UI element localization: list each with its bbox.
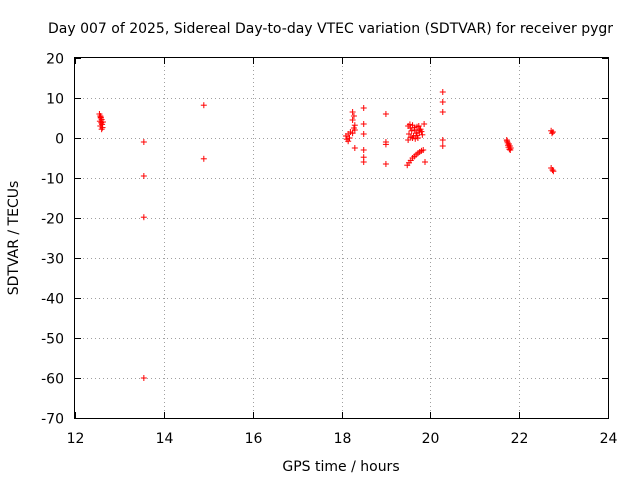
data-point — [439, 143, 446, 149]
data-point — [351, 127, 358, 133]
data-point — [405, 137, 412, 143]
data-point — [414, 132, 421, 139]
data-point — [349, 130, 356, 137]
data-point — [360, 159, 367, 165]
data-point — [349, 117, 356, 123]
data-point — [350, 113, 357, 119]
data-point — [200, 102, 207, 109]
data-point — [549, 130, 556, 137]
x-tick-label: 16 — [245, 431, 263, 447]
data-point — [360, 105, 367, 111]
data-point — [412, 135, 419, 142]
data-point — [411, 124, 418, 131]
data-point — [439, 109, 446, 115]
data-point — [420, 147, 427, 153]
data-point — [408, 127, 415, 134]
y-tick-label: 10 — [46, 92, 64, 108]
tick-labels: 12 14 16 18 20 22 24 -70 -60 -50 -40 -30 -20 -10 0 10 20 — [41, 52, 617, 448]
y-tick-label: -30 — [41, 252, 64, 268]
x-tick-label: 12 — [67, 431, 85, 447]
data-point — [416, 127, 423, 134]
y-tick-label: 20 — [46, 52, 64, 68]
data-point — [98, 126, 105, 133]
data-point — [382, 141, 389, 148]
x-tick-label: 18 — [334, 431, 352, 447]
data-point — [550, 168, 557, 175]
data-point — [439, 99, 446, 105]
data-point — [549, 167, 556, 173]
y-tick-label: -60 — [41, 372, 64, 388]
data-point — [140, 214, 147, 221]
data-point — [415, 123, 422, 129]
data-point — [422, 159, 429, 165]
data-point — [406, 121, 413, 128]
data-point — [360, 131, 367, 137]
x-tick-label: 24 — [600, 431, 618, 447]
y-axis-label: SDTVAR / TECUs — [6, 181, 22, 296]
grid-lines — [75, 58, 608, 418]
data-point — [97, 114, 104, 121]
data-point — [406, 131, 413, 137]
y-tick-label: -20 — [41, 212, 64, 228]
data-point — [382, 161, 389, 167]
data-point — [507, 145, 514, 151]
data-point — [200, 155, 207, 162]
data-points — [96, 89, 557, 381]
y-tick-label: 0 — [55, 132, 64, 148]
chart-title: Day 007 of 2025, Sidereal Day-to-day VTE… — [48, 21, 613, 37]
data-point — [409, 135, 416, 141]
data-point — [140, 139, 147, 145]
x-tick-label: 20 — [422, 431, 440, 447]
data-point — [99, 119, 106, 125]
data-point — [346, 135, 353, 141]
x-tick-label: 22 — [511, 431, 529, 447]
y-tick-label: -50 — [41, 332, 64, 348]
data-point — [349, 109, 356, 115]
data-point — [419, 131, 426, 138]
x-axis-label: GPS time / hours — [282, 459, 399, 475]
data-point — [345, 138, 352, 145]
data-point — [439, 89, 446, 95]
data-point — [421, 121, 428, 127]
plot-frame — [74, 57, 609, 419]
data-point — [549, 129, 556, 135]
data-point — [140, 375, 147, 381]
y-tick-label: -40 — [41, 292, 64, 308]
data-point — [439, 137, 446, 143]
data-point — [360, 121, 367, 127]
data-point — [382, 111, 389, 117]
y-tick-label: -70 — [41, 412, 64, 428]
data-point — [360, 147, 367, 153]
axis-ticks — [75, 58, 609, 419]
x-tick-label: 14 — [156, 431, 174, 447]
y-tick-label: -10 — [41, 172, 64, 188]
data-point — [351, 145, 358, 151]
data-point — [140, 173, 147, 179]
